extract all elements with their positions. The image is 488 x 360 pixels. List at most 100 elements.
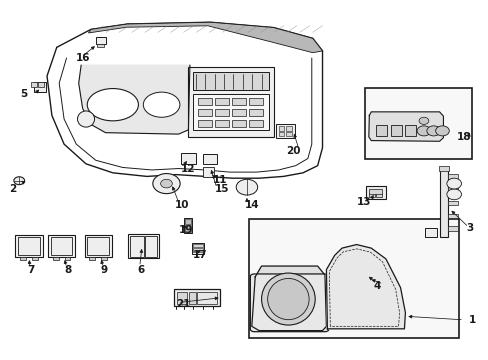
Bar	[278, 132, 284, 136]
Bar	[285, 132, 291, 136]
Bar	[278, 126, 284, 131]
Circle shape	[418, 117, 428, 125]
Bar	[193, 248, 202, 252]
Circle shape	[446, 189, 461, 200]
Text: 9: 9	[101, 265, 107, 275]
Text: 12: 12	[181, 164, 195, 174]
Bar	[34, 82, 46, 92]
Circle shape	[416, 126, 430, 136]
Bar	[51, 237, 72, 255]
Bar	[130, 236, 143, 257]
Bar	[193, 72, 268, 90]
Bar	[375, 193, 381, 197]
Text: 18: 18	[456, 132, 470, 142]
Bar	[232, 98, 245, 105]
Ellipse shape	[261, 273, 315, 325]
Bar	[439, 167, 447, 237]
Bar	[249, 120, 263, 127]
Bar	[198, 120, 211, 127]
Bar	[203, 154, 216, 164]
Circle shape	[236, 179, 257, 195]
Bar	[438, 166, 448, 171]
Circle shape	[446, 178, 461, 189]
Bar	[447, 226, 457, 230]
Bar	[285, 126, 291, 131]
Text: 15: 15	[215, 184, 229, 194]
Bar	[249, 98, 263, 105]
Bar	[48, 235, 75, 257]
Bar	[20, 257, 26, 260]
Bar	[203, 167, 213, 177]
Bar	[87, 237, 109, 255]
Bar	[197, 292, 216, 305]
Bar	[97, 44, 104, 46]
Bar	[89, 257, 95, 260]
Bar	[188, 292, 195, 305]
Polygon shape	[251, 266, 326, 330]
Bar	[368, 193, 374, 197]
Text: 17: 17	[193, 250, 207, 260]
Circle shape	[160, 179, 172, 188]
Text: 7: 7	[27, 265, 35, 275]
Bar	[31, 82, 37, 87]
Bar	[368, 189, 381, 194]
Text: 20: 20	[285, 146, 300, 156]
Polygon shape	[368, 112, 443, 141]
Bar	[177, 292, 186, 305]
Bar	[173, 289, 220, 306]
Bar	[447, 174, 457, 179]
Bar	[128, 234, 158, 258]
Polygon shape	[79, 65, 189, 134]
Bar	[15, 235, 42, 257]
Bar	[424, 228, 436, 237]
FancyBboxPatch shape	[250, 274, 328, 332]
Bar	[447, 201, 457, 206]
Bar	[53, 257, 59, 260]
Bar	[184, 219, 191, 225]
Text: 4: 4	[373, 281, 380, 291]
Text: 13: 13	[356, 197, 370, 207]
Bar	[249, 109, 263, 116]
Ellipse shape	[267, 278, 308, 320]
Bar	[215, 109, 228, 116]
Bar	[232, 109, 245, 116]
Bar	[365, 88, 471, 159]
Bar	[18, 237, 40, 255]
Bar	[101, 257, 107, 260]
Text: 6: 6	[137, 265, 144, 275]
Bar	[405, 125, 415, 136]
Text: 19: 19	[178, 225, 193, 235]
Text: 16: 16	[76, 53, 91, 63]
Circle shape	[153, 174, 180, 194]
Text: 11: 11	[212, 175, 227, 185]
Text: 3: 3	[466, 224, 473, 233]
Text: 1: 1	[468, 315, 475, 325]
Bar	[447, 214, 457, 218]
Bar	[375, 125, 386, 136]
Bar	[32, 257, 38, 260]
Bar	[249, 220, 458, 338]
Bar	[198, 109, 211, 116]
Text: 5: 5	[20, 89, 27, 99]
Ellipse shape	[87, 89, 138, 121]
Bar	[447, 187, 457, 191]
Text: 10: 10	[175, 200, 189, 210]
Bar	[366, 186, 385, 199]
Polygon shape	[326, 244, 405, 329]
Bar	[184, 225, 191, 231]
Bar	[64, 257, 70, 260]
Bar	[390, 125, 401, 136]
Text: 2: 2	[9, 184, 17, 194]
Circle shape	[426, 126, 440, 136]
Bar	[188, 67, 273, 137]
Circle shape	[14, 177, 24, 185]
Bar	[96, 37, 105, 44]
Bar	[38, 82, 43, 87]
Ellipse shape	[77, 111, 94, 127]
Bar	[276, 124, 294, 138]
Bar	[181, 153, 195, 164]
Bar	[215, 98, 228, 105]
Ellipse shape	[143, 92, 180, 117]
Text: 14: 14	[244, 200, 259, 210]
Circle shape	[435, 126, 448, 136]
